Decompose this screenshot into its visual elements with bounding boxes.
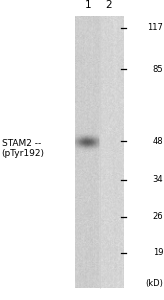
Text: 48: 48: [153, 136, 163, 146]
Text: STAM2 --: STAM2 --: [2, 140, 41, 148]
Text: 117: 117: [147, 23, 163, 32]
Text: (kD): (kD): [145, 279, 163, 288]
Text: 34: 34: [153, 176, 163, 184]
Text: 19: 19: [153, 248, 163, 257]
Text: 26: 26: [153, 212, 163, 221]
Text: 1: 1: [84, 1, 91, 10]
Text: 2: 2: [106, 1, 112, 10]
Text: 85: 85: [153, 64, 163, 74]
Text: (pTyr192): (pTyr192): [2, 148, 45, 158]
